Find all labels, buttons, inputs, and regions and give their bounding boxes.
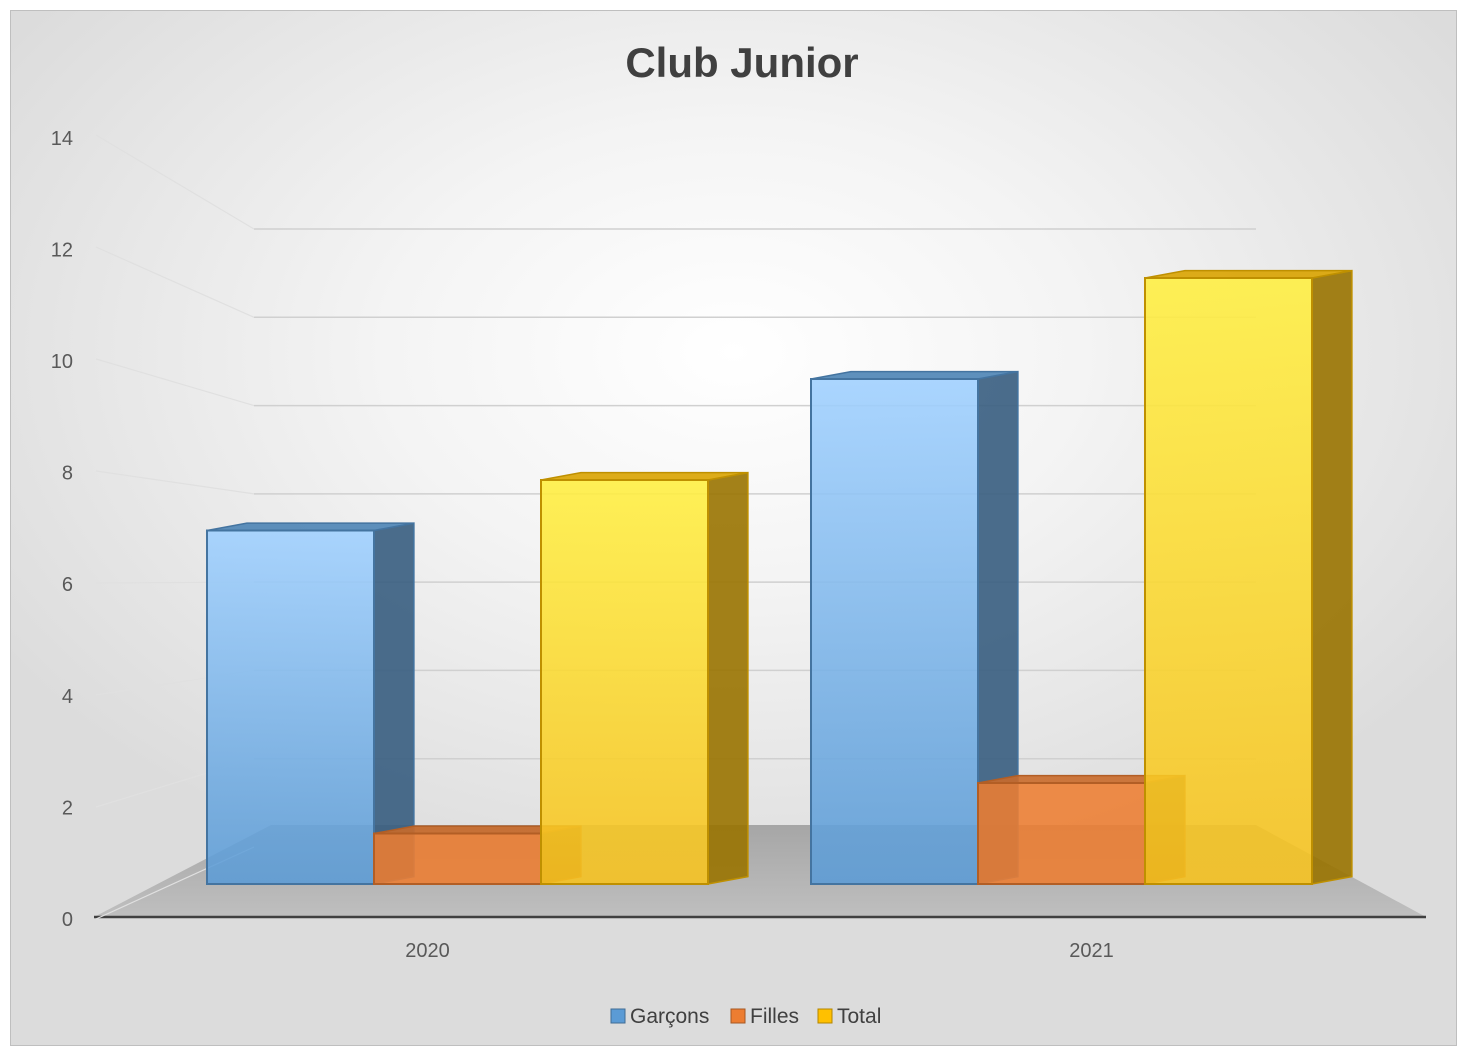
y-tick-label: 8 [62,463,73,485]
chart-canvas: Club Junior 2020 2021 0 2 4 6 8 10 12 14 Garçons… [51,39,1426,1028]
y-tick-label: 6 [62,574,73,596]
y-tick-label: 12 [51,239,73,261]
legend-label: Total [837,1005,881,1028]
legend: Garçons Filles Total [610,1005,881,1028]
bar-side-face [1311,269,1353,885]
bar-top-face [1144,269,1353,279]
chart-title: Club Junior [625,39,858,86]
bar-group [206,269,1353,885]
bar-top-face [810,370,1019,380]
bar-front-face [540,479,709,885]
y-tick-label: 4 [62,686,73,708]
legend-swatch [610,1008,626,1024]
legend-item-filles: Filles [730,1005,799,1028]
x-axis-labels: 2020 2021 [405,940,1114,962]
legend-item-garons: Garçons [610,1005,709,1028]
bar-garons-2021 [810,370,1019,885]
y-axis-labels: 0 2 4 6 8 10 12 14 [51,128,73,931]
bar-front-face [206,529,375,885]
bar-front-face [810,378,979,885]
y-tick-label: 14 [51,128,73,150]
side-gridline [95,470,255,495]
y-tick-label: 10 [51,351,73,373]
bar-total-2021 [1144,269,1353,885]
legend-item-total: Total [817,1005,881,1028]
bar-side-face [707,471,749,885]
bar-garons-2020 [206,522,415,885]
legend-label: Garçons [630,1005,709,1028]
legend-label: Filles [750,1005,799,1028]
bar-top-face [540,471,749,481]
bar-total-2020 [540,471,749,885]
y-tick-label: 0 [62,909,73,931]
bar-front-face [373,832,542,885]
legend-swatch [817,1008,833,1024]
bar-front-face [1144,277,1313,885]
x-tick-label: 2021 [1069,940,1114,962]
x-tick-label: 2020 [405,940,450,962]
bar-top-face [206,522,415,532]
side-gridline [95,134,255,230]
side-gridline [95,358,255,407]
side-gridline [95,246,255,318]
y-tick-label: 2 [62,797,73,819]
bar-front-face [977,782,1146,885]
chart-area: Club Junior 2020 2021 0 2 4 6 8 10 12 14 Garçons… [10,10,1457,1046]
legend-swatch [730,1008,746,1024]
